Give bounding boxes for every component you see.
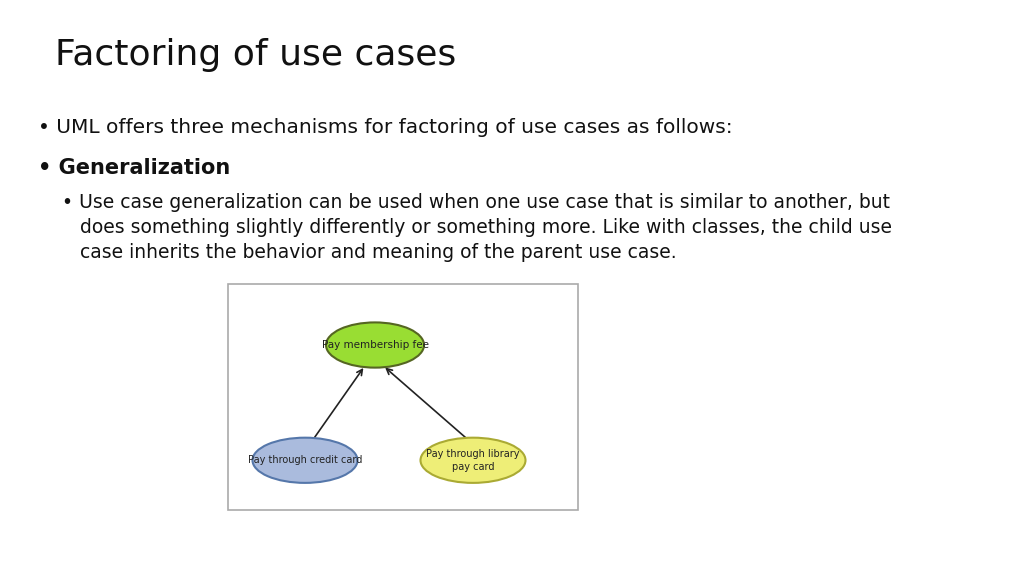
Ellipse shape <box>421 438 525 483</box>
Ellipse shape <box>253 438 357 483</box>
Text: Pay through library
pay card: Pay through library pay card <box>426 449 520 472</box>
Ellipse shape <box>326 323 424 367</box>
Text: does something slightly differently or something more. Like with classes, the ch: does something slightly differently or s… <box>38 218 892 237</box>
Text: Pay membership fee: Pay membership fee <box>322 340 428 350</box>
Text: Factoring of use cases: Factoring of use cases <box>55 38 457 72</box>
Text: • UML offers three mechanisms for factoring of use cases as follows:: • UML offers three mechanisms for factor… <box>38 118 732 137</box>
Text: case inherits the behavior and meaning of the parent use case.: case inherits the behavior and meaning o… <box>38 243 677 262</box>
Text: • Generalization: • Generalization <box>38 158 230 178</box>
Text: • Use case generalization can be used when one use case that is similar to anoth: • Use case generalization can be used wh… <box>38 193 890 212</box>
Text: Pay through credit card: Pay through credit card <box>248 455 362 465</box>
FancyBboxPatch shape <box>228 284 578 510</box>
